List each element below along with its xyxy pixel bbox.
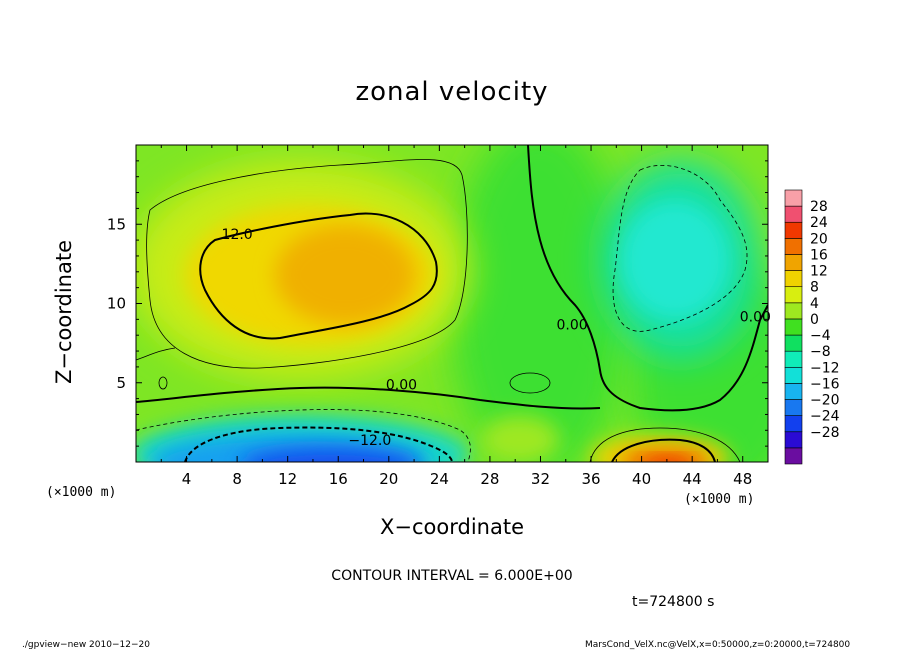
colorbar-tick-label: 16: [810, 247, 828, 263]
x-axis: 4 8 12 16 20 24 28 32 36 40 44 48: [160, 145, 752, 488]
colorbar-tick-label: 4: [810, 296, 819, 312]
x-tick-label: 4: [182, 470, 192, 488]
z-tick-label: 15: [107, 215, 126, 233]
footer-left: ./gpview−new 2010−12−20: [22, 640, 150, 650]
colorbar-tick-label: −28: [810, 425, 840, 441]
x-unit-label: (×1000 m): [684, 492, 755, 507]
contour-label: 12.0: [222, 227, 253, 243]
colorbar-swatch: [784, 334, 803, 352]
contour-lines: [136, 145, 768, 462]
colorbar-swatch: [784, 350, 803, 368]
colorbar-tick-label: −8: [810, 344, 831, 360]
colorbar-tick-label: −24: [810, 409, 840, 425]
colorbar-swatch: [784, 254, 803, 271]
x-tick-label: 28: [480, 470, 499, 488]
x-tick-label: 32: [531, 470, 550, 488]
heatmap-field: [136, 145, 768, 462]
x-tick-label: 36: [581, 470, 600, 488]
x-tick-label: 8: [232, 470, 242, 488]
colorbar-tick-label: −12: [810, 360, 840, 376]
chart-title: zonal velocity: [355, 77, 549, 107]
colorbar-swatch: [784, 302, 803, 320]
x-tick-label: 12: [278, 470, 297, 488]
colorbar-swatch: [784, 415, 803, 433]
z-tick-label: 10: [107, 295, 126, 313]
colorbar-swatch: [784, 366, 803, 384]
x-tick-label: 24: [430, 470, 449, 488]
colorbar-swatch: [784, 286, 803, 304]
colorbar-tick-label: −4: [810, 328, 831, 344]
colorbar-swatch: [784, 189, 803, 207]
colorbar-tick-label: −20: [810, 393, 840, 409]
x-tick-label: 16: [329, 470, 348, 488]
x-tick-label: 20: [379, 470, 398, 488]
footer-right: MarsCond_VelX.nc@VelX,x=0:50000,z=0:2000…: [585, 640, 851, 650]
z-axis: 5 10 15: [107, 160, 768, 447]
y-axis-title: Z−coordinate: [52, 240, 76, 384]
x-tick-label: 40: [632, 470, 651, 488]
colorbar-tick-label: 28: [810, 199, 828, 215]
x-tick-label: 44: [683, 470, 702, 488]
contour-label: 0.00: [556, 317, 587, 333]
contour-labels: 12.0 0.00 −12.0 0.00 0.00: [222, 227, 771, 449]
colorbar-swatch: [784, 383, 803, 400]
colorbar-tick-label: −16: [810, 376, 840, 392]
contour-label: 0.00: [740, 309, 771, 325]
time-label: t=724800 s: [632, 594, 715, 610]
colorbar-swatch: [784, 318, 803, 336]
colorbar-swatch: [784, 431, 803, 449]
z-unit-label: (×1000 m): [46, 485, 117, 500]
contour-label: −12.0: [348, 433, 391, 449]
colorbar-swatch: [784, 205, 803, 223]
colorbar-swatch: [784, 221, 803, 239]
colorbar-tick-label: 0: [810, 312, 819, 328]
x-axis-title: X−coordinate: [380, 515, 524, 539]
colorbar-tick-label: 12: [810, 264, 828, 280]
colorbar-swatch: [784, 270, 803, 288]
z-tick-label: 5: [116, 374, 126, 392]
x-tick-label: 48: [733, 470, 752, 488]
contour-label: 0.00: [386, 378, 417, 394]
colorbar-tick-label: 24: [810, 215, 828, 231]
colorbar-swatch: [784, 399, 803, 416]
colorbar-tick-label: 8: [810, 280, 819, 296]
contour-interval: CONTOUR INTERVAL = 6.000E+00: [331, 568, 573, 584]
colorbar-swatch: [784, 238, 803, 255]
colorbar-tick-label: 20: [810, 231, 828, 247]
colorbar-swatch: [784, 447, 803, 465]
